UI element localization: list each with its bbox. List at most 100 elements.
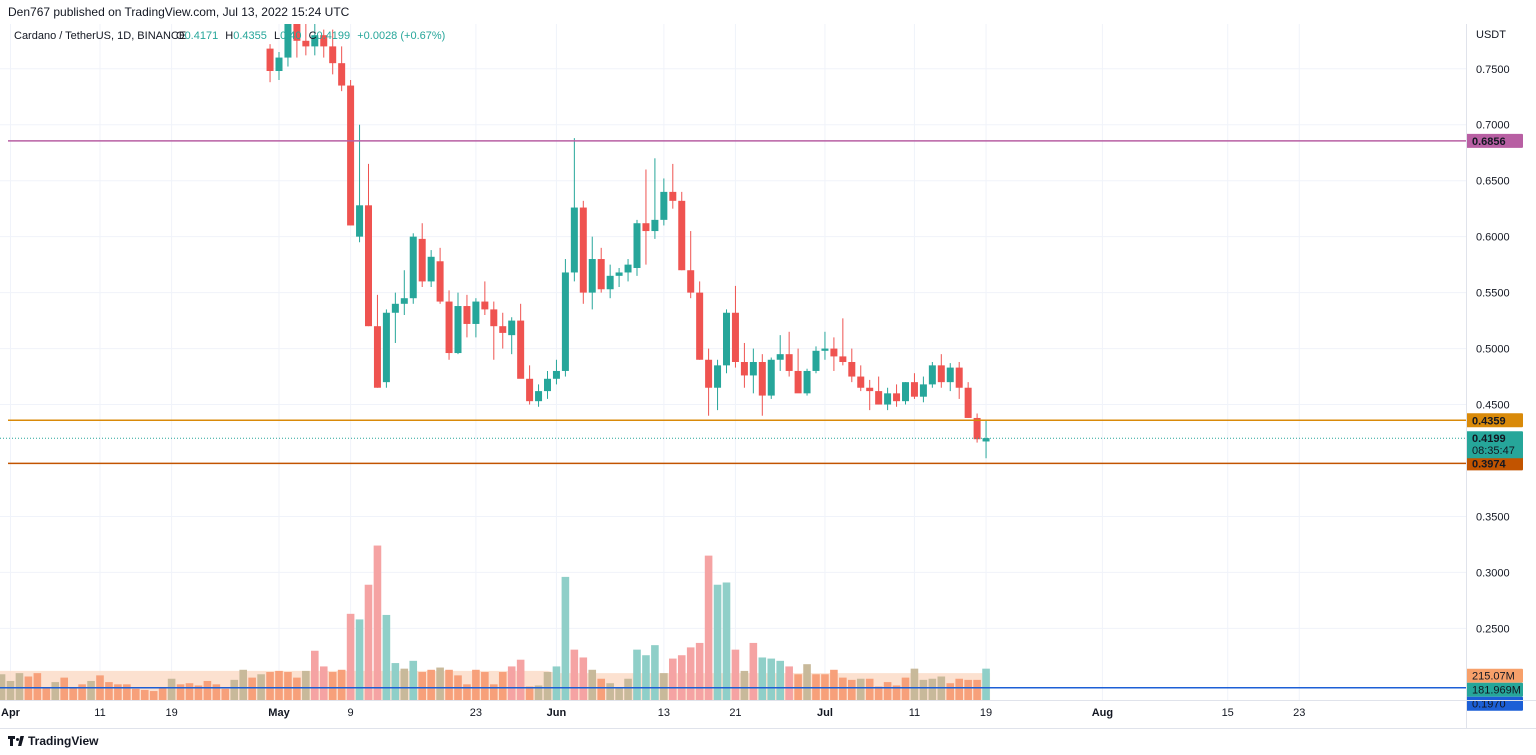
- tradingview-logo[interactable]: TradingView: [8, 734, 98, 748]
- candle-body: [910, 382, 918, 397]
- volume-bar: [140, 689, 149, 700]
- volume-bar: [713, 584, 722, 700]
- volume-bar: [597, 678, 605, 700]
- candle: [678, 191, 686, 271]
- candle: [302, 24, 310, 56]
- resistance-upper-tag: [1466, 133, 1523, 148]
- candle: [445, 290, 453, 360]
- volume-bar: [337, 669, 346, 700]
- volume-bar: [311, 650, 319, 700]
- candle-body: [472, 301, 480, 324]
- volume-current-tag: [1466, 682, 1523, 697]
- resistance-lower-price: 0.4359: [1472, 415, 1506, 427]
- candle-body: [982, 438, 990, 442]
- volume-bar: [749, 642, 758, 700]
- candle-body: [597, 259, 605, 290]
- volume-bar: [570, 649, 579, 700]
- candle-body: [526, 378, 534, 402]
- current-price-value: 0.4199: [1472, 433, 1506, 445]
- volume-bar: [445, 669, 453, 700]
- candle-body: [588, 259, 596, 293]
- candle-body: [696, 292, 704, 360]
- candle-body: [902, 382, 909, 402]
- candle-body: [409, 236, 417, 299]
- volume-bar: [964, 679, 972, 700]
- candle-body: [293, 24, 301, 41]
- volume-bar: [606, 683, 614, 700]
- volume-bar: [15, 673, 24, 700]
- candle: [937, 354, 945, 388]
- candle-body: [740, 362, 748, 376]
- candle-body: [937, 365, 945, 383]
- candle-body: [955, 367, 963, 388]
- candle: [973, 413, 981, 443]
- candle-body: [642, 223, 650, 232]
- candle: [615, 267, 623, 288]
- volume-bar: [266, 672, 274, 700]
- volume-bar: [839, 677, 847, 700]
- candle: [284, 24, 292, 67]
- volume-bar: [302, 670, 310, 700]
- volume-bar: [194, 685, 203, 700]
- volume-bar: [776, 660, 784, 700]
- volume-bar: [722, 582, 731, 700]
- candle-body: [445, 301, 453, 354]
- volume-bar: [114, 684, 122, 700]
- candle-body: [749, 362, 757, 376]
- candle-body: [884, 393, 892, 405]
- volume-bar: [874, 686, 883, 700]
- volume-bar: [400, 668, 409, 700]
- volume-bar: [409, 660, 418, 700]
- candle: [651, 158, 659, 239]
- volume-bar: [704, 555, 713, 700]
- volume-bar: [731, 649, 740, 700]
- volume-bar: [686, 647, 695, 700]
- volume-bar: [418, 672, 426, 700]
- volume-bar: [239, 669, 247, 700]
- candlesticks: [266, 24, 990, 459]
- candle: [347, 79, 355, 226]
- candle: [311, 24, 319, 56]
- candle: [579, 200, 587, 304]
- volume-bar: [123, 684, 131, 700]
- change-value: +0.0028 (+0.67%): [357, 30, 445, 42]
- volume-bar: [33, 673, 42, 700]
- time-tick-label: 23: [1293, 707, 1305, 719]
- candle-body: [714, 365, 722, 388]
- candle: [803, 368, 811, 396]
- price-chart[interactable]: 0.68560.43590.39740.419908:35:47215.07M1…: [0, 24, 1536, 728]
- candle-body: [463, 306, 471, 324]
- candle-body: [875, 391, 883, 405]
- candle: [356, 124, 364, 243]
- candle: [570, 138, 578, 282]
- candle-body: [919, 384, 927, 397]
- volume-bar: [507, 666, 516, 700]
- volume-bar: [848, 679, 856, 700]
- volume-bar: [391, 663, 400, 700]
- candle: [794, 348, 802, 394]
- volume-bar: [856, 678, 865, 700]
- volume-bar: [373, 545, 382, 700]
- candle: [857, 365, 865, 392]
- candle: [266, 44, 274, 83]
- volume-bar: [660, 673, 668, 700]
- candle: [776, 335, 784, 371]
- candle-body: [669, 191, 677, 201]
- price-axis[interactable]: 0.7500 0.7000 0.6500 0.6000 0.5500 0.5000 0.45…: [1466, 24, 1510, 728]
- volume-bars: [0, 545, 991, 700]
- time-axis[interactable]: Apr 11 19 May 9 23 Jun 13 21 Jul 11 19 Aug 15 23: [0, 700, 1536, 720]
- candle: [902, 382, 909, 405]
- candle: [964, 382, 972, 418]
- volume-bar: [212, 684, 221, 700]
- candle-body: [570, 207, 578, 273]
- resistance-lower-tag: [1466, 413, 1523, 428]
- volume-bar: [328, 672, 337, 700]
- candle-body: [946, 367, 954, 383]
- candle: [848, 348, 856, 383]
- candle-body: [705, 359, 713, 388]
- volume-bar: [830, 669, 838, 700]
- volume-bar: [758, 657, 767, 700]
- candle-body: [660, 191, 668, 220]
- candle-body: [579, 207, 587, 293]
